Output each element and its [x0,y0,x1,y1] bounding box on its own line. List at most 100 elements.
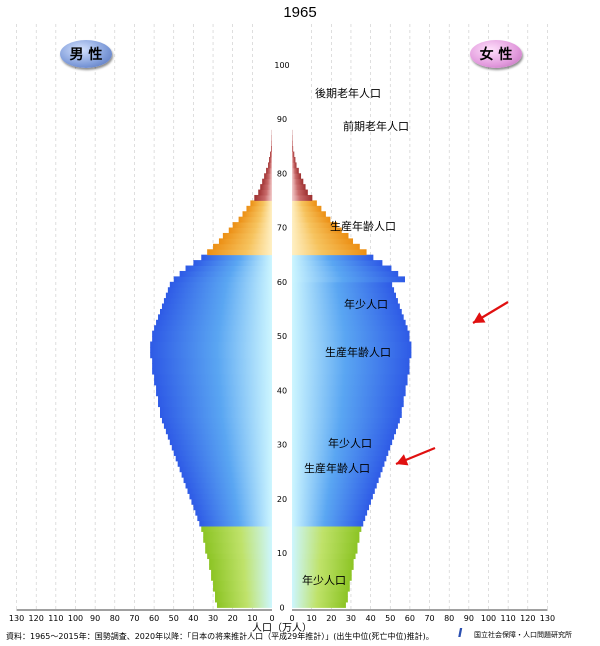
x-tick-label: 60 [405,614,415,623]
bar-male-age-53 [158,314,272,321]
bar-female-age-4 [292,580,350,587]
bar-female-age-61 [292,270,399,277]
age-tick-label: 10 [277,549,287,558]
bar-male-age-46 [150,352,272,359]
bar-male-age-59 [169,281,272,288]
bar-female-age-62 [292,265,392,272]
segment-label: 前期老年人口 [343,119,409,133]
bar-female-age-50 [292,330,410,337]
bar-male-age-20 [189,493,272,500]
bar-female-age-34 [292,417,400,424]
bar-male-age-31 [167,433,272,440]
segment-label: 生産年齢人口 [325,345,391,359]
x-tick-label: 30 [208,614,218,623]
age-tick-label: 50 [277,332,287,341]
bar-female-age-59 [292,281,393,288]
bar-male-age-82 [269,156,272,163]
bar-male-age-38 [158,395,272,402]
bar-female-age-22 [292,482,377,489]
bar-male-age-68 [222,232,272,239]
x-tick-label: 40 [188,614,198,623]
bar-male-age-8 [209,558,272,565]
x-tick-label: 30 [346,614,356,623]
bar-female-age-7 [292,564,354,570]
bar-male-age-35 [159,412,272,418]
bar-male-age-49 [152,336,272,342]
bar-female-age-57 [292,292,396,299]
source-note: 資料：1965～2015年：国勢調査、2020年以降：「日本の将来推計人口（平成… [6,632,434,641]
bar-female-age-80 [292,167,299,174]
bar-male-age-60 [173,276,272,283]
bar-male-age-66 [213,243,272,250]
bar-male-age-80 [266,167,272,174]
bar-female-age-1 [292,596,348,603]
bar-male-age-65 [207,249,272,256]
x-tick-label: 20 [326,614,336,623]
bar-female-age-64 [292,254,374,261]
bar-female-age-19 [292,498,371,505]
age-tick-label: 40 [277,386,287,395]
bar-male-age-61 [179,270,272,277]
bar-male-age-79 [264,173,272,180]
bar-male-age-73 [246,205,272,212]
bar-male-age-76 [258,189,272,196]
bar-female-age-18 [292,504,370,511]
bar-male-age-83 [270,151,272,158]
bar-male-age-16 [197,515,272,522]
bar-male-age-71 [238,216,272,223]
bar-female-age-23 [292,477,379,484]
bar-female-age-69 [292,227,342,234]
x-tick-label: 90 [464,614,474,623]
bar-female-age-8 [292,558,354,565]
bar-male-age-22 [185,482,272,489]
bar-male-age-26 [177,460,272,467]
bar-female-age-51 [292,325,408,332]
bar-female-age-20 [292,493,373,500]
x-tick-label: 40 [366,614,376,623]
segment-label: 生産年齢人口 [304,461,370,475]
bar-female-age-29 [292,444,391,451]
bar-female-age-53 [292,314,404,321]
bar-female-age-15 [292,520,364,527]
bar-female-age-72 [292,211,326,218]
bar-male-age-74 [250,200,272,207]
bar-female-age-25 [292,466,383,473]
bar-female-age-5 [292,574,352,581]
bar-female-age-44 [292,363,410,370]
bar-female-age-46 [292,352,412,359]
bar-male-age-27 [175,455,272,462]
bar-female-age-66 [292,243,360,250]
annotation-arrow-head [473,312,486,323]
bar-male-age-33 [163,422,272,429]
x-tick-label: 90 [90,614,100,623]
x-tick-label: 80 [110,614,120,623]
bar-male-age-24 [181,471,272,478]
bar-male-age-58 [167,287,272,294]
bar-female-age-35 [292,412,402,418]
bar-male-age-72 [242,211,272,218]
bar-male-age-56 [163,298,272,304]
bar-female-age-37 [292,401,404,408]
bar-female-age-24 [292,471,381,478]
bar-female-age-63 [292,260,383,266]
bar-male-age-23 [183,477,272,484]
bar-male-age-48 [150,341,272,348]
bar-female-age-38 [292,395,404,402]
bar-female-age-17 [292,509,368,516]
bar-female-age-70 [292,222,338,229]
bar-male-age-14 [201,526,272,532]
bar-male-age-75 [254,194,272,201]
bar-female-age-74 [292,200,317,207]
bar-male-age-41 [154,379,272,386]
bar-female-age-30 [292,439,393,446]
bar-female-age-6 [292,569,352,576]
age-tick-label: 60 [277,278,287,287]
annotation-arrow-head [396,454,409,466]
bar-male-age-36 [159,406,272,413]
age-tick-label: 100 [274,61,289,70]
bar-female-age-2 [292,591,348,598]
bar-male-age-5 [211,574,272,581]
bar-female-age-28 [292,450,389,456]
bar-female-age-49 [292,336,410,342]
x-tick-label: 0 [269,614,274,623]
